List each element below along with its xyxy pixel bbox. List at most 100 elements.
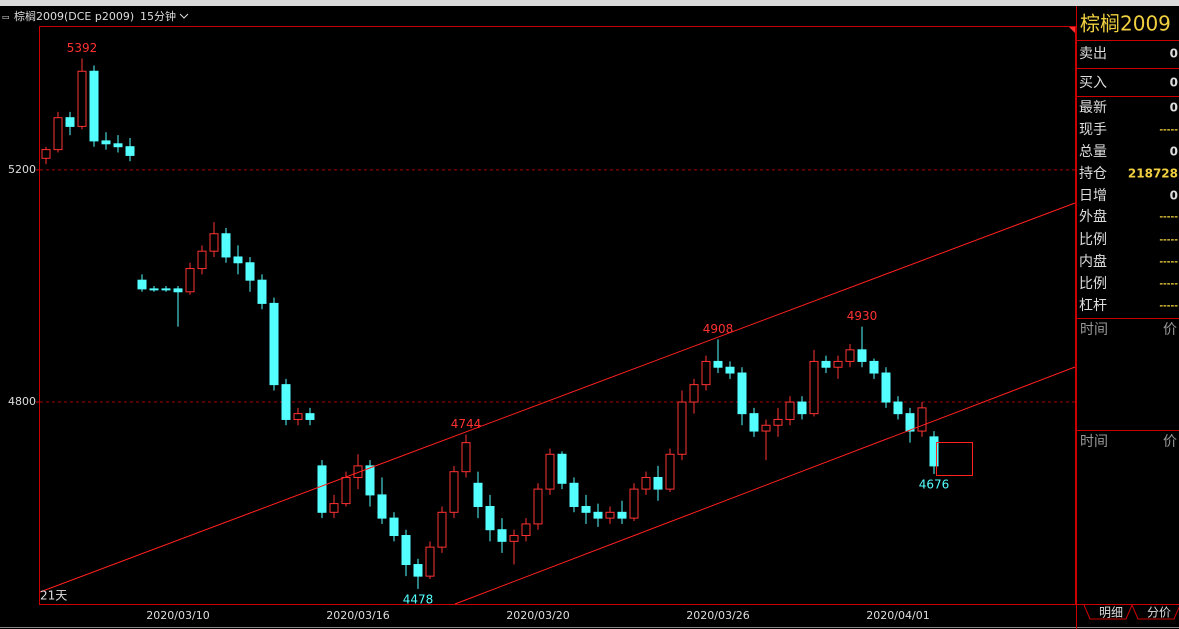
- candle-body: [917, 407, 927, 432]
- candle-body: [305, 413, 315, 420]
- candle-body: [629, 488, 639, 519]
- selection-box: [936, 442, 973, 476]
- candle-body: [521, 523, 531, 537]
- x-tick-label: 2020/03/10: [146, 609, 209, 622]
- period-selector[interactable]: 15分钟: [140, 9, 176, 23]
- quote-value: -----: [1159, 302, 1178, 312]
- quote-label: 日增: [1079, 188, 1107, 204]
- candle-body: [929, 436, 939, 467]
- tab[interactable]: 明细: [1099, 606, 1123, 620]
- candle-body: [125, 146, 135, 156]
- corner-mark: [1068, 26, 1075, 33]
- candle-body: [581, 506, 591, 513]
- panel: 卖出 0 买入 0 最新 0 现手 ----- 总量 0 持仓 218728 日增 0 外盘 ----- 比例 -…: [1079, 46, 1179, 620]
- candle-body: [197, 250, 207, 270]
- menu-icon[interactable]: ▭: [2, 13, 10, 22]
- trough-label: 4676: [919, 478, 950, 492]
- candle-body: [401, 535, 411, 566]
- candle-body: [449, 471, 459, 513]
- trough-label: 4478: [403, 592, 434, 606]
- peak-label: 4744: [451, 417, 482, 431]
- candle-body: [713, 360, 723, 368]
- quote-value: -----: [1159, 236, 1178, 246]
- candle-body: [365, 465, 375, 496]
- quote-label: 外盘: [1079, 208, 1107, 225]
- table-header: 时间: [1080, 322, 1108, 338]
- candle-body: [905, 413, 915, 432]
- y-tick-label: 5200: [8, 163, 36, 176]
- candle-body: [809, 360, 819, 415]
- candle-body: [53, 117, 63, 151]
- candle-body: [605, 511, 615, 519]
- candle-body: [773, 418, 783, 426]
- candle-body: [509, 535, 519, 542]
- candle-body: [845, 349, 855, 362]
- candle-body: [701, 360, 711, 386]
- quote-label: 内盘: [1079, 253, 1107, 270]
- candle-body: [569, 482, 579, 508]
- candle-body: [689, 384, 699, 403]
- candle-body: [173, 288, 183, 293]
- chart-frame: [39, 26, 1076, 605]
- candle-body: [857, 349, 867, 362]
- candle-body: [233, 256, 243, 264]
- candle-body: [545, 453, 555, 490]
- x-tick-label: 2020/03/26: [686, 609, 749, 622]
- candle-body: [41, 149, 51, 159]
- title-bar: [0, 6, 1075, 26]
- quote-label: 最新: [1079, 100, 1107, 116]
- quote-value: 0: [1170, 101, 1178, 115]
- peak-label: 4908: [703, 322, 734, 336]
- quote-label: 杠杆: [1079, 298, 1107, 314]
- tab[interactable]: 分价: [1147, 606, 1171, 620]
- candle-body: [725, 366, 735, 374]
- candle-body: [461, 442, 471, 473]
- x-tick-label: 2020/04/01: [866, 609, 929, 622]
- candle-body: [137, 279, 147, 290]
- candle-body: [641, 476, 651, 490]
- quote-value: -----: [1159, 280, 1178, 290]
- candle-body: [533, 488, 543, 525]
- candle-body: [269, 302, 279, 386]
- candle-body: [497, 529, 507, 542]
- quote-value: 0: [1170, 76, 1178, 90]
- candle-body: [617, 511, 627, 519]
- candle-body: [257, 279, 267, 304]
- candle-body: [881, 372, 891, 403]
- quote-label: 现手: [1079, 122, 1107, 138]
- symbol-label: 棕榈2009(DCE p2009): [14, 9, 134, 23]
- y-tick-label: 4800: [8, 395, 36, 408]
- candle-body: [653, 476, 663, 490]
- dropdown-arrow[interactable]: [179, 13, 189, 19]
- candle-body: [869, 360, 879, 374]
- candle-body: [665, 453, 675, 490]
- quote-value: 0: [1170, 145, 1178, 159]
- candle-body: [797, 401, 807, 415]
- candle-body: [377, 494, 387, 519]
- candle-body: [65, 117, 75, 127]
- quote-label: 总量: [1079, 144, 1107, 160]
- candle-body: [485, 506, 495, 531]
- tab-shape[interactable]: [1083, 604, 1133, 620]
- candle-body: [557, 453, 567, 484]
- candle-body: [785, 401, 795, 420]
- candle-body: [437, 511, 447, 548]
- candle-body: [473, 482, 483, 508]
- candle-body: [389, 517, 399, 537]
- candle-body: [161, 288, 171, 291]
- tab-shape[interactable]: [1131, 604, 1179, 620]
- candle-body: [893, 401, 903, 415]
- quote-value: 218728: [1128, 167, 1178, 181]
- candle-body: [821, 360, 831, 368]
- candle-body: [677, 401, 687, 455]
- peak-label: 4930: [847, 309, 878, 323]
- panel-title: 棕榈2009: [1080, 12, 1171, 36]
- quote-value: -----: [1159, 213, 1178, 223]
- candle-body: [245, 262, 255, 281]
- candle-body: [293, 413, 303, 420]
- candle-body: [149, 288, 159, 291]
- quote-label: 卖出: [1079, 46, 1107, 62]
- candle-body: [185, 268, 195, 293]
